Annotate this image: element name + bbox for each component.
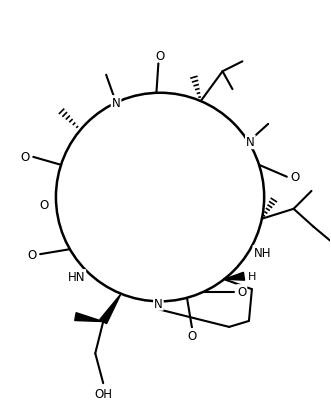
Text: N: N xyxy=(246,136,255,149)
Text: N: N xyxy=(154,297,163,310)
Text: O: O xyxy=(187,329,197,342)
Polygon shape xyxy=(100,294,121,324)
Text: O: O xyxy=(27,248,37,261)
Text: NH: NH xyxy=(254,246,271,259)
Polygon shape xyxy=(224,273,245,281)
Text: H: H xyxy=(248,272,256,281)
Text: O: O xyxy=(39,198,49,211)
Text: OH: OH xyxy=(94,387,112,400)
Polygon shape xyxy=(75,313,103,322)
Text: O: O xyxy=(237,285,246,298)
Text: HN: HN xyxy=(68,270,85,283)
Text: O: O xyxy=(156,49,165,63)
Text: O: O xyxy=(290,171,300,184)
Text: O: O xyxy=(21,151,30,164)
Text: N: N xyxy=(112,97,120,110)
